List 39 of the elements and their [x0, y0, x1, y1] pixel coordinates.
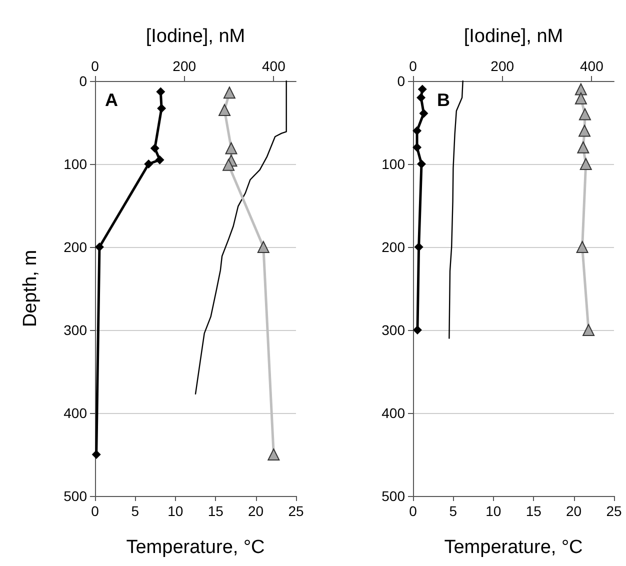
x2-axis-title: [Iodine], nM: [146, 26, 246, 47]
y-tick-label: 500: [382, 488, 406, 504]
x2-axis-title: [Iodine], nM: [464, 26, 564, 47]
x2-tick-label: 400: [262, 58, 286, 74]
y-axis-title: Depth, m: [20, 250, 41, 328]
x2-tick-label: 200: [490, 58, 514, 74]
y-tick-label: 200: [64, 239, 88, 255]
y-tick-label: 0: [79, 73, 88, 89]
y-tick-label: 300: [382, 322, 406, 338]
x2-tick-label: 400: [580, 58, 604, 74]
y-tick-label: 400: [382, 405, 406, 421]
annotation: B: [437, 90, 450, 110]
x2-tick-label: 200: [172, 58, 196, 74]
x2-tick-label: 0: [91, 58, 100, 74]
x-tick-label: 20: [566, 503, 582, 519]
line-series: [448, 80, 464, 339]
x-tick-label: 0: [409, 503, 418, 519]
line-series: [194, 80, 287, 395]
y-tick-label: 100: [64, 156, 88, 172]
x-axis-title: Temperature, °C: [444, 537, 583, 558]
y-tick-label: 300: [64, 322, 88, 338]
x-tick-label: 25: [288, 503, 304, 519]
x-tick-label: 0: [91, 503, 100, 519]
x-tick-label: 5: [449, 503, 458, 519]
y-tick-label: 200: [382, 239, 406, 255]
x-tick-label: 20: [248, 503, 264, 519]
x-tick-label: 5: [131, 503, 140, 519]
annotation: A: [105, 90, 118, 110]
y-tick-label: 500: [64, 488, 88, 504]
x-tick-label: 15: [526, 503, 542, 519]
x-tick-label: 10: [168, 503, 184, 519]
x2-tick-label: 0: [409, 58, 418, 74]
x-tick-label: 15: [208, 503, 224, 519]
y-tick-label: 100: [382, 156, 406, 172]
y-tick-label: 400: [64, 405, 88, 421]
x-axis-title: Temperature, °C: [126, 537, 265, 558]
x-tick-label: 10: [486, 503, 502, 519]
x-tick-label: 25: [606, 503, 622, 519]
y-tick-label: 0: [397, 73, 406, 89]
